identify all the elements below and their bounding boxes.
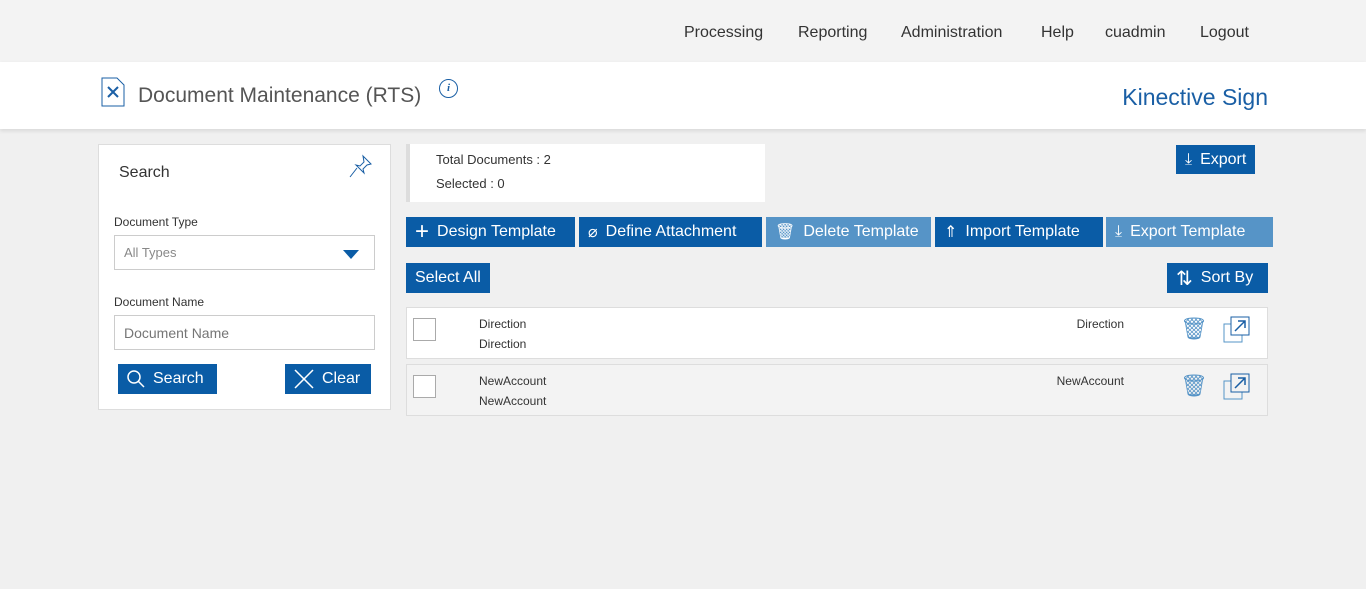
selected-count: Selected : 0 <box>436 176 505 191</box>
search-label: Search <box>153 370 204 387</box>
plus-icon: + <box>415 218 430 245</box>
clear-button[interactable]: Clear <box>285 364 371 394</box>
info-icon[interactable]: i <box>439 79 458 98</box>
nav-user[interactable]: cuadmin <box>1105 24 1166 41</box>
row-checkbox[interactable] <box>413 318 436 341</box>
row-type: NewAccount <box>1056 374 1124 388</box>
design-template-button[interactable]: + Design Template <box>406 217 575 247</box>
paperclip-icon: ⌀ <box>588 224 598 241</box>
download-icon: ⤓ <box>1185 150 1193 168</box>
page-header: Document Maintenance (RTS) i Kinective S… <box>0 62 1366 129</box>
trash-icon[interactable]: 🗑 <box>1180 316 1208 341</box>
nav-processing[interactable]: Processing <box>684 24 764 41</box>
table-row[interactable]: NewAccount NewAccount NewAccount 🗑 <box>406 364 1268 416</box>
row-type: Direction <box>1076 317 1124 331</box>
doc-name-input[interactable] <box>114 315 375 350</box>
delete-label: Delete Template <box>803 223 919 240</box>
delete-template-button[interactable]: 🗑 Delete Template <box>766 217 931 247</box>
doc-type-label: Document Type <box>114 215 198 229</box>
sort-icon: ⇅ <box>1176 267 1193 290</box>
search-title: Search <box>119 164 170 181</box>
top-nav: Processing Reporting Administration Help… <box>0 0 1366 62</box>
design-label: Design Template <box>437 223 556 240</box>
open-external-icon[interactable] <box>1223 373 1251 401</box>
sort-label: Sort By <box>1200 269 1254 286</box>
page-title: Document Maintenance (RTS) <box>138 84 422 107</box>
select-all-button[interactable]: Select All <box>406 263 490 293</box>
doc-type-value: All Types <box>124 245 177 260</box>
trash-icon: 🗑 <box>775 224 796 241</box>
table-row[interactable]: Direction Direction Direction 🗑 <box>406 307 1268 359</box>
sort-by-button[interactable]: ⇅ Sort By <box>1167 263 1268 293</box>
clear-label: Clear <box>322 370 361 387</box>
search-panel: Search Document Type All Types Document … <box>98 144 391 410</box>
document-stats: Total Documents : 2 Selected : 0 <box>406 144 765 202</box>
nav-logout[interactable]: Logout <box>1200 24 1249 41</box>
nav-administration[interactable]: Administration <box>901 24 1003 41</box>
search-icon <box>127 370 145 388</box>
brand-name: Kinective Sign <box>1122 84 1268 110</box>
upload-file-icon: ⇑ <box>944 224 958 241</box>
doc-type-select[interactable]: All Types <box>114 235 375 270</box>
import-template-button[interactable]: ⇑ Import Template <box>935 217 1103 247</box>
pin-icon[interactable] <box>348 153 374 179</box>
nav-help[interactable]: Help <box>1041 24 1074 41</box>
export-template-button[interactable]: ⤓ Export Template <box>1106 217 1273 247</box>
search-button[interactable]: Search <box>118 364 217 394</box>
export-button[interactable]: ⤓ Export <box>1176 145 1256 174</box>
import-label: Import Template <box>965 223 1080 240</box>
document-tools-icon <box>101 77 125 107</box>
attach-label: Define Attachment <box>605 223 737 240</box>
open-external-icon[interactable] <box>1223 316 1251 344</box>
row-checkbox[interactable] <box>413 375 436 398</box>
row-name: NewAccount <box>479 374 547 388</box>
download-icon: ⤓ <box>1115 223 1123 240</box>
export-label: Export <box>1200 150 1247 168</box>
nav-reporting[interactable]: Reporting <box>798 24 868 41</box>
chevron-down-icon <box>343 250 359 259</box>
select-all-label: Select All <box>415 269 481 286</box>
close-icon <box>294 369 314 389</box>
trash-icon[interactable]: 🗑 <box>1180 373 1208 398</box>
row-subtitle: Direction <box>479 337 527 351</box>
total-documents: Total Documents : 2 <box>436 152 551 167</box>
doc-name-label: Document Name <box>114 295 205 309</box>
define-attachment-button[interactable]: ⌀ Define Attachment <box>579 217 762 247</box>
row-name: Direction <box>479 317 527 331</box>
export-tpl-label: Export Template <box>1130 223 1246 240</box>
row-subtitle: NewAccount <box>479 394 547 408</box>
